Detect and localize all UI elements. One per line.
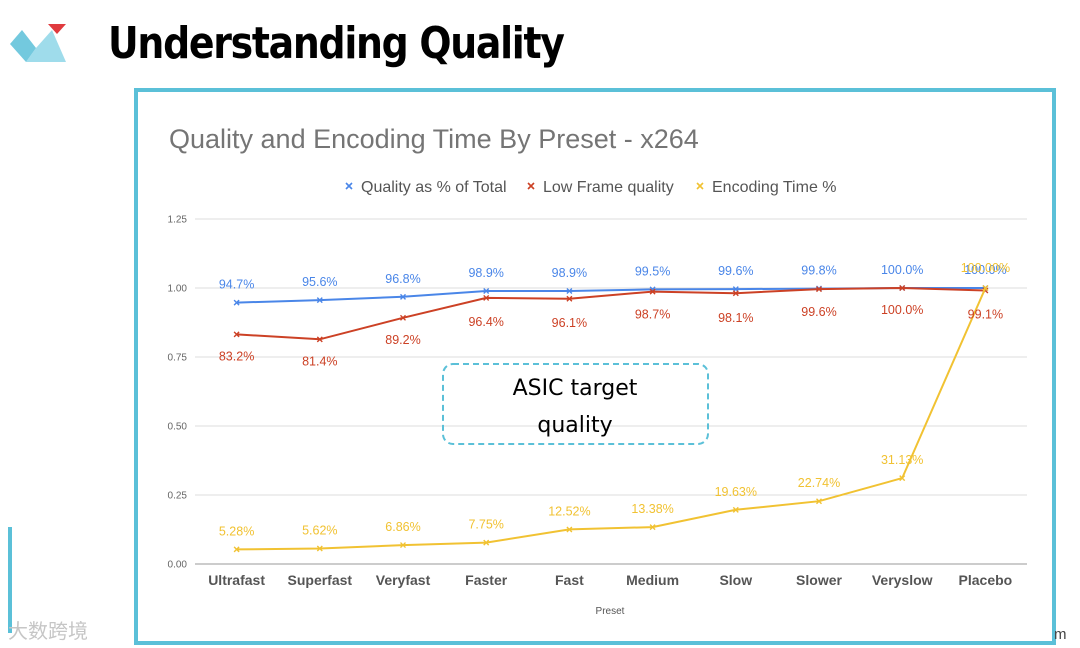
data-point: [649, 288, 656, 295]
asic-target-box: [442, 363, 709, 445]
data-point: [732, 290, 739, 297]
side-accent-bar: [8, 527, 12, 633]
data-point: [316, 297, 323, 304]
y-tick-label: 0.50: [168, 422, 188, 433]
y-tick-label: 0.00: [168, 560, 188, 571]
company-logo: [10, 24, 66, 62]
data-label: 19.63%: [715, 485, 757, 499]
data-point: [400, 293, 406, 300]
data-label: 81.4%: [302, 354, 337, 368]
corner-text: m: [1054, 626, 1067, 643]
x-tick-label: Veryslow: [872, 572, 933, 588]
chart-legend: Quality as % of Total Low Frame quality En…: [345, 179, 837, 196]
line-chart: Quality and Encoding Time By Preset - x2…: [168, 124, 1027, 617]
annotation-line-2: quality: [537, 413, 612, 438]
x-axis-ticks: Ultrafast Superfast Veryfast Faster Fast Medi…: [208, 572, 1012, 588]
data-point: [566, 295, 573, 302]
data-label: 12.52%: [548, 504, 590, 518]
data-point: [400, 542, 406, 549]
y-tick-label: 1.00: [168, 284, 188, 295]
data-point: [233, 299, 240, 306]
series-line: [236, 286, 986, 341]
data-label: 89.2%: [385, 333, 420, 347]
legend-label: Low Frame quality: [543, 179, 674, 196]
logo-blue-shape-right: [26, 30, 66, 62]
data-label: 99.6%: [801, 305, 836, 319]
data-label: 5.28%: [219, 524, 254, 538]
y-tick-label: 1.25: [168, 215, 188, 226]
data-point: [400, 314, 406, 321]
x-tick-label: Slower: [796, 572, 842, 588]
logo-red-triangle: [48, 24, 66, 34]
x-axis-title: Preset: [596, 606, 625, 617]
data-label: 99.6%: [718, 264, 753, 278]
data-label: 100.0%: [881, 263, 923, 277]
y-tick-label: 0.75: [168, 353, 188, 364]
slide-title: Understanding Quality: [108, 18, 565, 69]
x-tick-label: Placebo: [959, 572, 1013, 588]
x-tick-label: Medium: [626, 572, 679, 588]
data-point: [316, 336, 323, 343]
data-label: 13.38%: [631, 502, 673, 516]
data-label: 96.4%: [468, 315, 503, 329]
x-tick-label: Superfast: [288, 572, 353, 588]
data-label: 7.75%: [468, 518, 503, 532]
data-label: 96.8%: [385, 272, 420, 286]
series-line: [236, 287, 987, 551]
data-point: [566, 288, 573, 295]
data-label: 95.6%: [302, 275, 337, 289]
legend-label: Encoding Time %: [712, 179, 837, 196]
data-label: 31.13%: [881, 453, 923, 467]
data-label: 98.1%: [718, 311, 753, 325]
data-point: [732, 506, 739, 513]
x-tick-label: Fast: [555, 572, 584, 588]
chart-title: Quality and Encoding Time By Preset - x2…: [169, 124, 699, 154]
y-tick-label: 0.25: [168, 491, 188, 502]
chart-frame: Quality and Encoding Time By Preset - x2…: [134, 88, 1056, 645]
data-label: 6.86%: [385, 520, 420, 534]
data-label: 98.7%: [635, 308, 670, 322]
legend-marker: [345, 182, 353, 190]
data-label: 99.5%: [635, 264, 670, 278]
data-label: 22.74%: [798, 476, 840, 490]
data-label: 100.00%: [961, 261, 1010, 275]
data-point: [899, 285, 906, 291]
y-axis-ticks: 0.00 0.25 0.50 0.75 1.00 1.25: [168, 215, 188, 571]
data-label: 99.1%: [968, 307, 1003, 321]
data-point: [566, 526, 573, 533]
data-point: [233, 331, 240, 338]
data-label: 98.9%: [468, 266, 503, 280]
legend-marker: [696, 182, 704, 190]
data-label: 94.7%: [219, 278, 254, 292]
series-layer: [233, 285, 989, 553]
legend-marker: [527, 182, 535, 190]
data-point: [649, 524, 656, 531]
data-point: [483, 294, 490, 301]
annotation-line-1: ASIC target: [513, 376, 638, 401]
data-label: 5.62%: [302, 523, 337, 537]
x-tick-label: Slow: [719, 572, 752, 588]
x-tick-label: Ultrafast: [208, 572, 265, 588]
data-label: 100.0%: [964, 263, 1006, 277]
data-point: [816, 498, 822, 505]
watermark: 大数跨境: [8, 619, 88, 643]
legend-label: Quality as % of Total: [361, 179, 507, 196]
x-tick-label: Veryfast: [376, 572, 431, 588]
data-point: [899, 475, 906, 482]
data-label: 99.8%: [801, 264, 836, 278]
logo-blue-shape-left: [10, 30, 36, 62]
data-point: [483, 539, 490, 546]
data-label: 83.2%: [219, 349, 254, 363]
x-tick-label: Faster: [465, 572, 508, 588]
chart-grid: [195, 218, 1027, 565]
data-label: 96.1%: [552, 316, 587, 330]
data-labels-layer: 94.7% 95.6% 96.8% 98.9% 98.9% 99.5% 99.6% 99.8%…: [219, 261, 1010, 538]
data-point: [483, 288, 490, 295]
data-label: 98.9%: [552, 266, 587, 280]
data-label: 100.0%: [881, 303, 923, 317]
data-point: [316, 545, 323, 552]
data-point: [233, 546, 240, 553]
data-point: [816, 286, 822, 293]
data-point: [982, 285, 989, 291]
